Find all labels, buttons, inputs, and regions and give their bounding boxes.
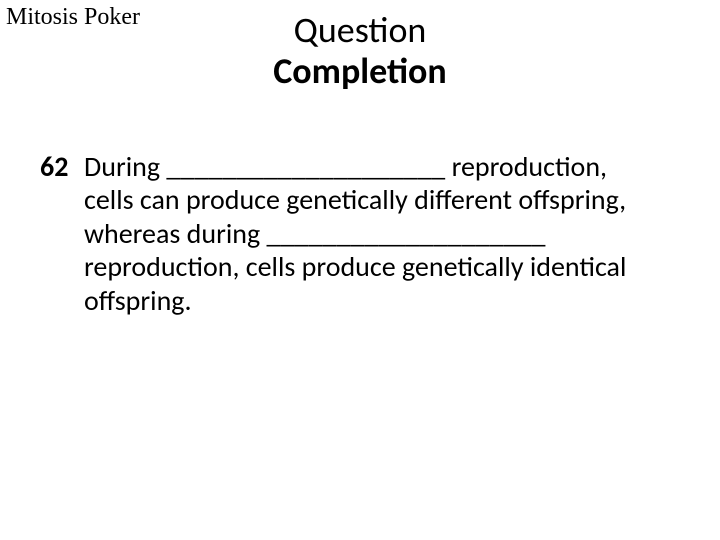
question-number: 62 [40, 149, 68, 184]
question-block: 62 During ____________________ reproduct… [40, 150, 650, 318]
question-text: During ____________________ reproduction… [84, 150, 650, 318]
slide-title: Question Completion [0, 10, 720, 93]
title-line-1: Question [294, 8, 427, 52]
slide: Mitosis Poker Question Completion 62 Dur… [0, 0, 720, 540]
title-line-2: Completion [273, 49, 446, 93]
